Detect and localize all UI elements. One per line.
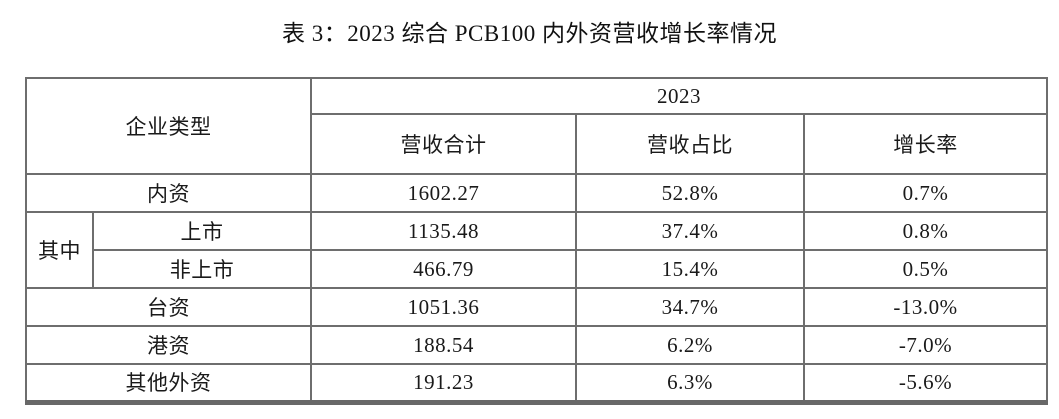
cell-growth: -7.0%	[802, 325, 1049, 365]
cell-label: 上市	[92, 211, 312, 251]
cell-share: 37.4%	[575, 211, 805, 251]
table-row-unlisted: 非上市 466.79 15.4% 0.5%	[26, 249, 1049, 289]
table-caption: 表 3：2023 综合 PCB100 内外资营收增长率情况	[282, 21, 777, 46]
cell-revenue: 188.54	[310, 325, 577, 365]
cell-growth: 0.5%	[802, 249, 1049, 289]
cell-growth: -5.6%	[802, 363, 1049, 405]
table-row-domestic: 内资 1602.27 52.8% 0.7%	[25, 173, 1049, 213]
table-row-other-foreign: 其他外资 191.23 6.3% -5.6%	[25, 363, 1049, 405]
cell-share: 15.4%	[575, 249, 805, 289]
cell-share: 52.8%	[575, 173, 805, 213]
cell-growth: -13.0%	[802, 287, 1049, 327]
cell-revenue: 191.23	[310, 363, 577, 405]
header-revenue-share: 营收占比	[575, 113, 805, 175]
cell-label: 台资	[25, 287, 312, 327]
table-row-listed: 其中 上市 1135.48 37.4% 0.8%	[25, 211, 1049, 289]
cell-share: 6.2%	[575, 325, 805, 365]
header-growth-rate: 增长率	[802, 113, 1049, 175]
cell-label: 非上市	[92, 249, 312, 289]
cell-label: 其他外资	[25, 363, 312, 405]
header-enterprise-type: 企业类型	[25, 77, 312, 175]
cell-label: 内资	[25, 173, 312, 213]
cell-group-of-which: 其中	[25, 211, 94, 289]
table-row-taiwan: 台资 1051.36 34.7% -13.0%	[25, 287, 1049, 327]
header-revenue-total: 营收合计	[310, 113, 577, 175]
header-year-2023: 2023	[309, 77, 1049, 115]
cell-growth: 0.8%	[802, 211, 1049, 251]
cell-label: 港资	[25, 325, 312, 365]
cell-revenue: 1051.36	[310, 287, 577, 327]
table-header-row-columns: 营收合计 营收占比 增长率	[26, 113, 1049, 175]
cell-revenue: 1602.27	[310, 173, 577, 213]
cell-growth: 0.7%	[802, 173, 1049, 213]
cell-revenue: 466.79	[310, 249, 577, 289]
cell-share: 34.7%	[575, 287, 805, 327]
data-table: 企业类型 2023 营收合计 营收占比 增长率 内资 1602.27 52.8%…	[25, 77, 1049, 405]
cell-share: 6.3%	[575, 363, 805, 405]
cell-revenue: 1135.48	[310, 211, 577, 251]
table-header-row-year: 企业类型 2023	[25, 77, 1049, 175]
table-row-hongkong: 港资 188.54 6.2% -7.0%	[25, 325, 1049, 365]
